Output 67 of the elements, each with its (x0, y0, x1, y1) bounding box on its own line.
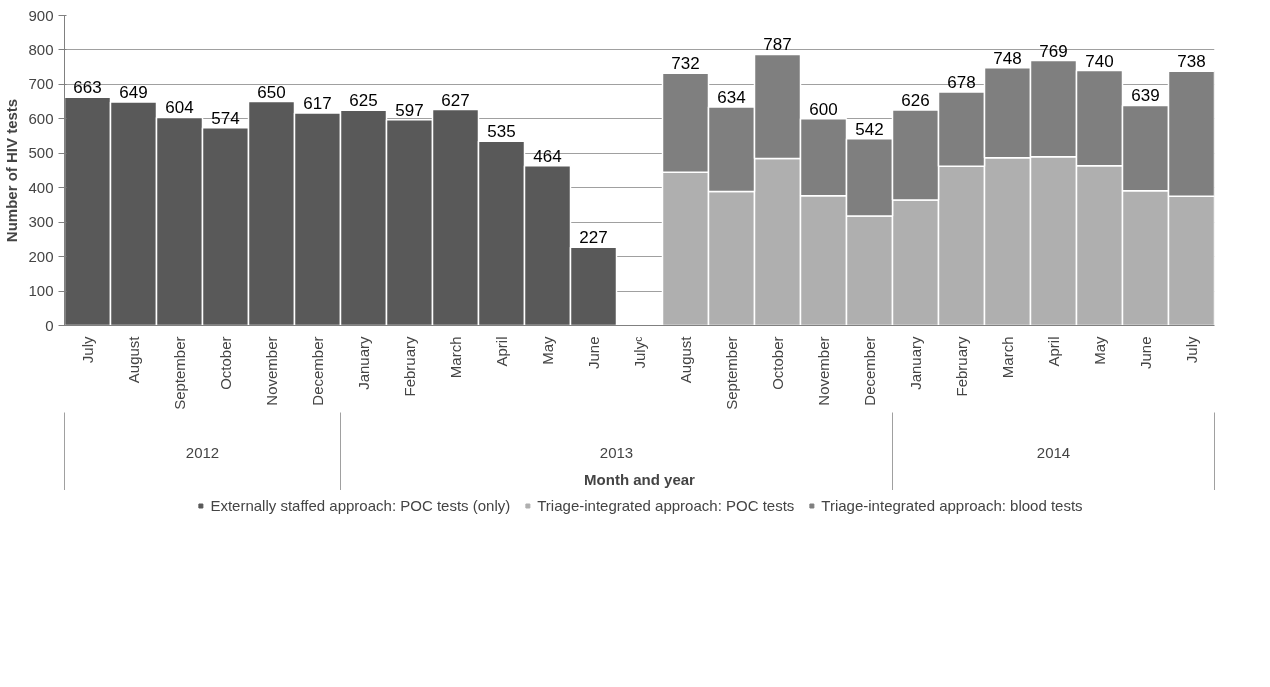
x-tick-label: March (999, 336, 1016, 379)
legend-label: Triage-integrated approach: POC tests (537, 496, 795, 514)
x-tick-label: August (677, 335, 694, 384)
total-label: 639 (1131, 86, 1160, 106)
total-label: 740 (1085, 51, 1114, 71)
x-tick-label: September (723, 336, 740, 410)
x-tick-label: June (585, 336, 602, 370)
text: 2012 (185, 443, 220, 461)
total-label: 650 (257, 82, 286, 102)
x-tick-label: Julyᶜ (631, 336, 648, 369)
x-tick-label: July (79, 336, 96, 364)
x-tick-label: January (355, 336, 372, 390)
y-tick-label: 400 (28, 178, 54, 196)
total-label: 678 (947, 72, 976, 92)
x-tick-label: August (125, 335, 142, 384)
total-label: 738 (1177, 52, 1206, 72)
y-tick-label: 100 (28, 282, 54, 300)
total-label: 464 (533, 146, 562, 166)
y-tick-label: 800 (28, 40, 54, 58)
total-label: 663 (73, 78, 102, 98)
x-tick-label: April (493, 336, 510, 367)
x-axis-title: Month and year (584, 470, 696, 488)
y-tick-label: 500 (28, 144, 54, 162)
x-tick-label: May (539, 336, 556, 365)
y-tick-label: 600 (28, 109, 54, 127)
x-tick-label: April (1045, 336, 1062, 367)
x-tick-label: December (309, 336, 326, 406)
total-label: 748 (993, 48, 1022, 68)
total-label: 627 (441, 90, 470, 110)
total-label: 574 (211, 108, 240, 128)
x-tick-label: May (1091, 336, 1108, 365)
legend-label: Triage-integrated approach: blood tests (821, 496, 1083, 514)
x-tick-label: July (1183, 336, 1200, 364)
x-tick-label: November (815, 336, 832, 406)
x-tick-label: November (263, 336, 280, 406)
x-tick-label: October (769, 336, 786, 390)
y-tick-label: 0 (45, 316, 54, 334)
y-tick-label: 700 (28, 75, 54, 93)
y-axis-title: Number of HIV tests (3, 98, 21, 243)
x-tick-label: January (907, 336, 924, 390)
x-tick-label: February (401, 336, 418, 397)
text: 2013 (599, 443, 634, 461)
x-tick-label: October (217, 336, 234, 390)
total-label: 600 (809, 99, 838, 119)
total-label: 625 (349, 91, 378, 111)
total-label: 787 (763, 35, 792, 55)
total-label: 535 (487, 122, 516, 142)
total-label: 604 (165, 98, 194, 118)
total-label: 227 (579, 228, 608, 248)
total-label: 617 (303, 93, 332, 113)
total-label: 649 (119, 82, 148, 102)
y-tick-label: 300 (28, 213, 54, 231)
x-tick-label: December (861, 336, 878, 406)
legend-label: Externally staffed approach: POC tests (only) (210, 496, 511, 514)
x-tick-label: September (171, 336, 188, 410)
text: 2014 (1036, 443, 1071, 461)
total-label: 769 (1039, 41, 1068, 61)
total-label: 626 (901, 90, 930, 110)
y-tick-label: 200 (28, 247, 54, 265)
y-tick-label: 900 (28, 6, 54, 24)
total-label: 597 (395, 100, 424, 120)
total-label: 634 (717, 88, 746, 108)
total-label: 542 (855, 119, 884, 139)
x-tick-label: March (447, 336, 464, 379)
x-tick-label: June (1137, 336, 1154, 370)
x-tick-label: February (953, 336, 970, 397)
total-label: 732 (671, 54, 700, 74)
